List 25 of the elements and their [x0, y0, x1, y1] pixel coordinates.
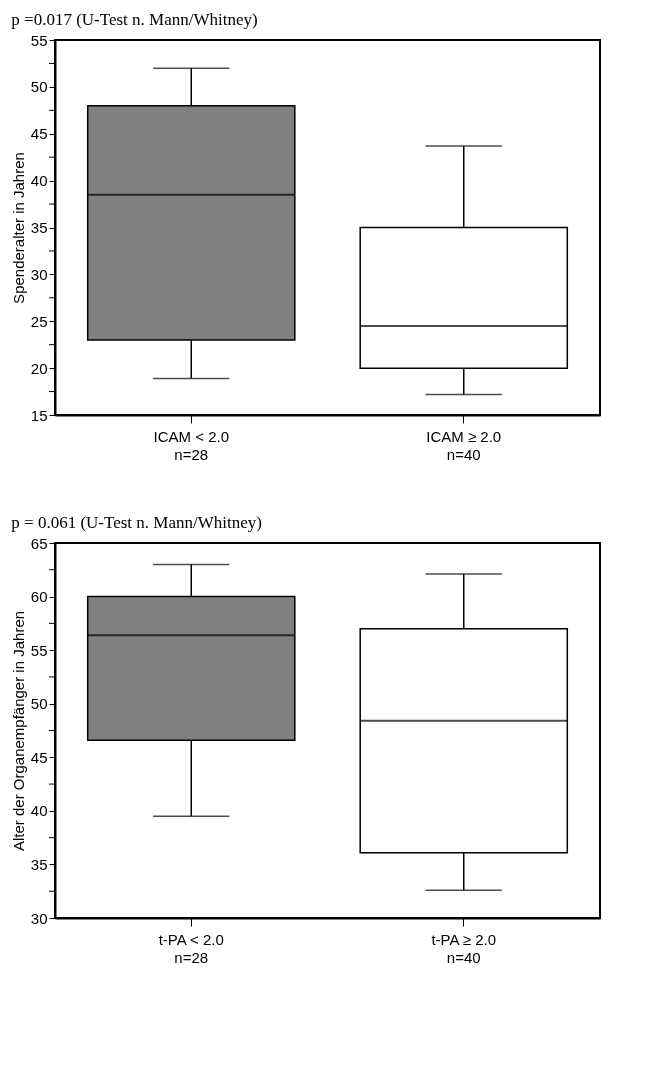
y-tick-label: 40	[30, 802, 48, 820]
y-tick-label: 25	[30, 312, 48, 330]
x-tick-label: t-PA ≥ 2.0 n=40	[431, 930, 497, 966]
chart-title: p = 0.061 (U-Test n. Mann/Whitney)	[11, 513, 262, 532]
y-tick-label: 30	[30, 265, 48, 283]
y-tick-label: 50	[30, 695, 48, 713]
y-tick-label: 40	[30, 172, 48, 190]
y-tick-label: 35	[30, 855, 48, 873]
y-axis-title: Alter der Organempfänger in Jahren	[9, 610, 27, 852]
y-tick-label: 60	[30, 588, 48, 606]
x-tick-label: t-PA < 2.0 n=28	[158, 930, 224, 966]
y-axis-title: Spenderalter in Jahren	[9, 152, 27, 304]
y-tick-label: 65	[30, 534, 48, 552]
chart-title: p =0.017 (U-Test n. Mann/Whitney)	[11, 10, 258, 29]
y-tick-label: 30	[30, 909, 48, 927]
y-tick-label: 20	[30, 359, 48, 377]
y-tick-label: 45	[30, 748, 48, 766]
y-tick-label: 55	[30, 31, 48, 49]
y-tick-label: 15	[30, 406, 48, 424]
y-tick-label: 45	[30, 125, 48, 143]
x-tick-label: ICAM < 2.0 n=28	[153, 427, 229, 463]
y-tick-label: 50	[30, 78, 48, 96]
y-tick-label: 55	[30, 641, 48, 659]
y-tick-label: 35	[30, 219, 48, 236]
x-tick-label: ICAM ≥ 2.0 n=40	[426, 427, 502, 463]
